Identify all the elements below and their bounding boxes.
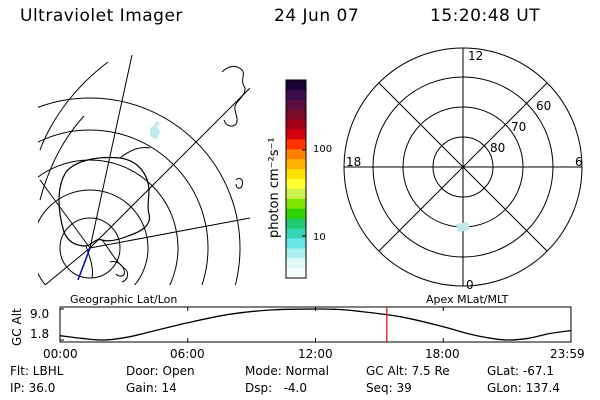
gc-alt-info: GC Alt: 7.5 Re (366, 364, 450, 378)
colorbar-segment (286, 139, 306, 150)
coastline (101, 239, 129, 283)
lat-ring (38, 97, 241, 285)
colorbar-segment (286, 169, 306, 180)
lat-ring (59, 217, 121, 279)
y-tick-9: 9.0 (30, 307, 49, 321)
colorbar-segment (286, 89, 306, 101)
filter-info: Flt: LBHL (10, 364, 64, 378)
dsp-info: Dsp: -4.0 (245, 381, 308, 395)
mlat-label-70: 70 (511, 120, 526, 134)
mode-info: Mode: Normal (245, 364, 329, 378)
mlat-label-60: 60 (536, 99, 551, 113)
lon-line (39, 179, 91, 249)
aurora-patch (456, 222, 470, 232)
colorbar-segment (286, 159, 306, 170)
colorbar-tick-10: 10 (313, 232, 326, 243)
coastline (58, 156, 151, 247)
colorbar-segment (286, 179, 306, 190)
seq-info: Seq: 39 (366, 381, 412, 395)
mlt-label-18: 18 (346, 155, 361, 169)
mlt-label-6: 6 (575, 155, 583, 169)
colorbar-segment (286, 248, 306, 259)
coastline (109, 261, 125, 277)
aurora-patch (154, 120, 160, 126)
lon-line (89, 87, 250, 249)
y-axis-label: GC Alt (10, 308, 24, 346)
geographic-map (38, 55, 250, 285)
earth-limb (39, 115, 85, 201)
glat-info: GLat: -67.1 (487, 364, 554, 378)
mlt-line-diag (378, 82, 548, 252)
lon-line (89, 217, 250, 249)
colorbar-segment (286, 228, 306, 239)
observation-time: 15:20:48 UT (430, 6, 541, 26)
ip-info: IP: 36.0 (10, 381, 56, 395)
apex-caption: Apex MLat/MLT (426, 293, 509, 306)
observation-date: 24 Jun 07 (274, 6, 360, 26)
altitude-plot-frame (59, 306, 572, 343)
y-tick-1.8: 1.8 (30, 327, 49, 341)
colorbar-segment (286, 80, 306, 91)
x-tick-2359: 23:59 (550, 347, 585, 361)
mlt-label-12: 12 (468, 49, 483, 63)
polar-dial (343, 47, 583, 287)
glon-info: GLon: 137.4 (487, 381, 560, 395)
nadir-track (77, 247, 91, 281)
colorbar-segment (286, 268, 306, 279)
colorbar-segment (286, 119, 306, 130)
mlt-label-0: 0 (466, 278, 474, 292)
earth-limb (39, 61, 109, 151)
altitude-series-line (59, 308, 572, 341)
coastline (85, 245, 93, 279)
x-tick-12: 12:00 (298, 347, 333, 361)
lat-ring (38, 129, 209, 285)
colorbar-segment (286, 258, 306, 269)
x-tick-00: 00:00 (43, 347, 78, 361)
colorbar-label: photon cm⁻²s⁻¹ (267, 137, 282, 238)
colorbar-segment (286, 198, 306, 210)
colorbar-segment (286, 218, 306, 229)
colorbar-segment (286, 129, 306, 140)
gain-info: Gain: 14 (126, 381, 177, 395)
x-tick-18: 18:00 (425, 347, 460, 361)
instrument-title: Ultraviolet Imager (20, 6, 183, 26)
colorbar-segment (286, 208, 306, 219)
lon-line (89, 55, 133, 249)
colorbar (285, 79, 307, 279)
lon-line (44, 247, 91, 285)
coastline (221, 65, 246, 127)
colorbar-segment (286, 238, 306, 249)
colorbar-segment (286, 149, 306, 160)
coastline (119, 147, 151, 159)
door-info: Door: Open (126, 364, 195, 378)
colorbar-tick-100: 100 (313, 144, 332, 155)
mlat-label-80: 80 (490, 141, 505, 155)
colorbar-segment (286, 109, 306, 120)
x-tick-06: 06:00 (170, 347, 205, 361)
colorbar-segment (286, 99, 306, 111)
aurora-patch (150, 124, 160, 140)
geographic-caption: Geographic Lat/Lon (70, 293, 177, 306)
colorbar-segment (286, 188, 306, 200)
lat-ring (38, 189, 149, 285)
colorbar-frame (285, 79, 307, 279)
coastline (235, 177, 243, 189)
altitude-chart: GC Alt 9.0 1.8 00:00 06:00 12:00 18:00 2… (10, 306, 585, 361)
